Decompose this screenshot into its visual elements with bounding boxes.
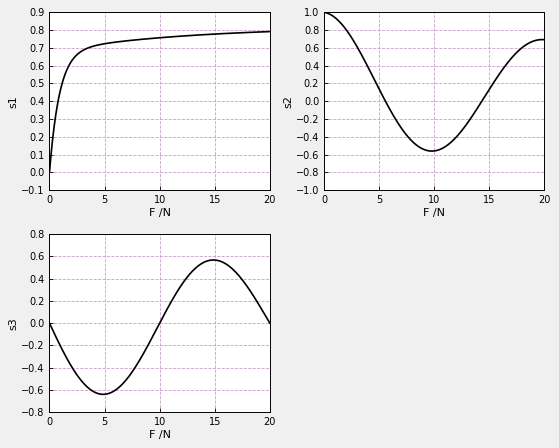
X-axis label: F /N: F /N — [423, 208, 446, 218]
X-axis label: F /N: F /N — [149, 430, 170, 439]
Y-axis label: s3: s3 — [8, 317, 18, 330]
X-axis label: F /N: F /N — [149, 208, 170, 218]
Y-axis label: s1: s1 — [8, 95, 18, 108]
Y-axis label: s2: s2 — [283, 95, 293, 108]
